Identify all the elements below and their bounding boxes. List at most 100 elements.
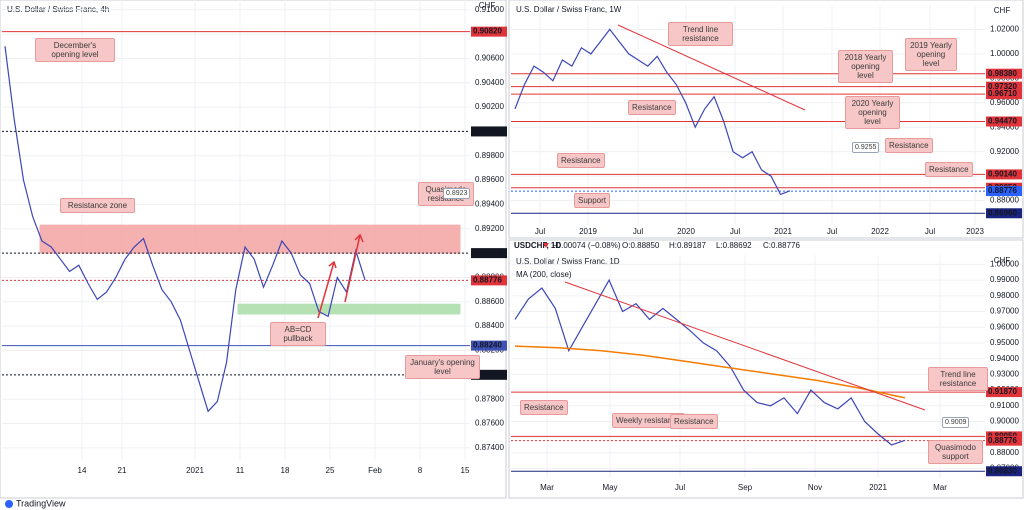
x-tick-label: Mar bbox=[540, 483, 554, 492]
price-note: 0.9009 bbox=[942, 417, 970, 428]
annotation: Resistance bbox=[628, 100, 676, 115]
ma-line bbox=[514, 345, 906, 399]
y-tick-label: 0.87400 bbox=[475, 443, 504, 452]
x-tick-label: Nov bbox=[808, 483, 822, 492]
price-tag bbox=[986, 435, 1022, 446]
x-tick-label: 2022 bbox=[871, 227, 889, 236]
x-tick-label: 2023 bbox=[966, 227, 984, 236]
y-tick-label: 0.90600 bbox=[475, 54, 504, 63]
y-tick-label: 0.89400 bbox=[475, 200, 504, 209]
annotation: Resistance zone bbox=[60, 198, 135, 213]
annotation: Resistance bbox=[520, 400, 568, 415]
panel-frame bbox=[508, 0, 1024, 239]
ohlc-label: H:0.89187 bbox=[669, 241, 706, 250]
price-tag-label: 0.98380 bbox=[988, 69, 1017, 78]
y-tick-label: 0.93000 bbox=[990, 369, 1019, 378]
currency-label: CHF bbox=[479, 1, 496, 10]
x-tick-label: 21 bbox=[118, 466, 127, 475]
price-tag-label: 0.91870 bbox=[988, 387, 1017, 396]
price-tag bbox=[986, 68, 1022, 79]
x-tick-label: 25 bbox=[326, 466, 335, 475]
y-tick-label: 0.91000 bbox=[475, 5, 504, 14]
price-tag-label: 0.86830 bbox=[988, 466, 1017, 475]
price-line bbox=[514, 278, 906, 446]
legend-entry: MA (200, close) bbox=[516, 270, 572, 279]
y-tick-label: 0.87800 bbox=[475, 394, 504, 403]
price-tag bbox=[986, 81, 1022, 92]
arrow bbox=[317, 260, 337, 319]
price-tag bbox=[471, 369, 507, 380]
price-tag bbox=[986, 89, 1022, 100]
price-tag bbox=[986, 116, 1022, 127]
price-tag-label: 0.90140 bbox=[988, 170, 1017, 179]
y-tick-label: 1.00000 bbox=[990, 49, 1019, 58]
footer-brand: TradingView bbox=[16, 498, 66, 508]
trend-line bbox=[617, 24, 806, 111]
y-tick-label: 0.96000 bbox=[990, 98, 1019, 107]
price-note: 0.9255 bbox=[852, 142, 880, 153]
price-line bbox=[4, 46, 366, 413]
price-tag-label: 0.90820 bbox=[473, 27, 502, 36]
plot-layer: U.S. Dollar / Swiss Franc, 4h CHF0.874000… bbox=[2, 0, 1022, 492]
currency-label: CHF bbox=[994, 6, 1011, 15]
annotation: Resistance bbox=[885, 138, 933, 153]
panel-frame bbox=[508, 239, 1024, 499]
price-tag bbox=[986, 186, 1022, 197]
annotation: 2020 Yearly opening level bbox=[845, 96, 900, 129]
price-tag bbox=[986, 466, 1022, 477]
price-tag bbox=[471, 26, 507, 37]
y-tick-label: 1.02000 bbox=[990, 25, 1019, 34]
y-tick-label: 0.90000 bbox=[990, 417, 1019, 426]
x-tick-label: Jul bbox=[535, 227, 545, 236]
annotation: January's opening level bbox=[405, 355, 480, 379]
y-tick-label: 0.99000 bbox=[990, 275, 1019, 284]
price-tag bbox=[986, 208, 1022, 219]
y-tick-label: 0.88600 bbox=[475, 297, 504, 306]
y-tick-label: 0.88000 bbox=[990, 196, 1019, 205]
y-tick-label: 0.89200 bbox=[475, 224, 504, 233]
zone bbox=[237, 303, 461, 315]
price-tag-label: 0.94470 bbox=[988, 117, 1017, 126]
price-tag-label: 0.88776 bbox=[988, 436, 1017, 445]
x-tick-label: 18 bbox=[281, 466, 290, 475]
x-tick-label: Jul bbox=[730, 227, 740, 236]
x-tick-label: Jul bbox=[633, 227, 643, 236]
x-tick-label: Feb bbox=[368, 466, 382, 475]
trend-line bbox=[564, 281, 926, 411]
y-tick-label: 0.88400 bbox=[475, 321, 504, 330]
drawings bbox=[317, 24, 926, 411]
ohlc-label: L:0.88692 bbox=[716, 241, 752, 250]
annotation: Resistance bbox=[925, 162, 973, 177]
chart-title: U.S. Dollar / Swiss Franc, 1D bbox=[516, 257, 620, 266]
x-tick-label: 8 bbox=[418, 466, 423, 475]
y-tick-label: 1.00000 bbox=[990, 260, 1019, 269]
price-tag bbox=[986, 387, 1022, 398]
x-tick-label: 15 bbox=[461, 466, 470, 475]
annotation: Quasimodo support bbox=[928, 440, 983, 464]
symbol-label: USDCHF, 1D bbox=[514, 241, 561, 250]
annotation: Support bbox=[574, 193, 611, 208]
price-note: 0.8923 bbox=[443, 188, 471, 199]
x-tick-label: 11 bbox=[236, 466, 245, 475]
zone bbox=[39, 224, 461, 254]
down-icon bbox=[543, 243, 549, 248]
price-tag bbox=[471, 275, 507, 286]
y-tick-label: 0.98000 bbox=[990, 291, 1019, 300]
price-tag-label: 0.96710 bbox=[988, 89, 1017, 98]
ohlc-label: O:0.88850 bbox=[622, 241, 660, 250]
price-tag bbox=[471, 126, 507, 137]
x-tick-label: Jul bbox=[925, 227, 935, 236]
price-tag-label: 0.89000 bbox=[473, 248, 502, 257]
price-tag-label: 0.97320 bbox=[988, 82, 1017, 91]
x-tick-label: Jul bbox=[827, 227, 837, 236]
chart-title: U.S. Dollar / Swiss Franc, 1W bbox=[516, 5, 622, 14]
annotation: Resistance bbox=[670, 414, 718, 429]
price-tag-label: 0.86960 bbox=[988, 208, 1017, 217]
x-tick-label: 2021 bbox=[869, 483, 887, 492]
price-line bbox=[514, 28, 791, 196]
x-tick-label: 2019 bbox=[579, 227, 597, 236]
y-tick-label: 0.97000 bbox=[990, 307, 1019, 316]
annotation: Resistance bbox=[557, 153, 605, 168]
